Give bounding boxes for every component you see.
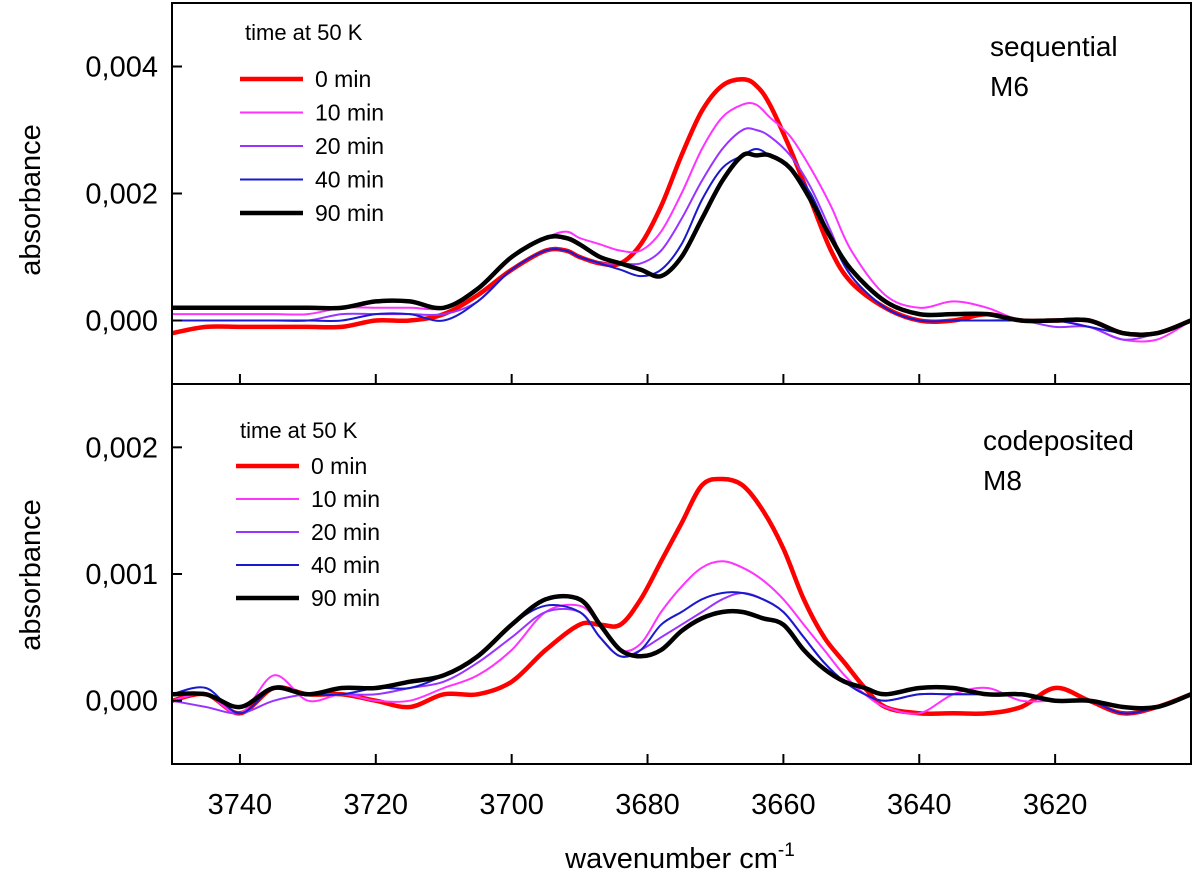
x-tick-label: 3620 xyxy=(1023,789,1088,821)
top-series-line-10-min xyxy=(172,102,1191,343)
bottom-panel: 0,000 0,001 0,002 3740 3720 3700 3680 3660 3640… xyxy=(15,418,1191,821)
bottom-y-tick-label: 0,001 xyxy=(85,559,158,591)
bottom-annotation-line1: codeposited xyxy=(983,425,1134,456)
top-legend-label: 10 min xyxy=(315,100,384,126)
top-y-tick-label: 0,000 xyxy=(85,306,158,338)
bottom-legend-label: 20 min xyxy=(311,519,380,545)
bottom-y-axis-label: absorbance xyxy=(15,499,47,651)
top-series-line-40-min xyxy=(172,148,1191,336)
top-x-ticks xyxy=(238,374,1057,384)
bottom-series-line-90-min xyxy=(172,593,1191,711)
top-y-ticks: 0,000 0,002 0,004 xyxy=(85,52,182,338)
x-axis-label-text: wavenumber cm xyxy=(564,843,778,875)
top-legend-label: 20 min xyxy=(315,133,384,159)
top-y-axis-label: absorbance xyxy=(15,124,47,276)
x-tick-label: 3660 xyxy=(751,789,816,821)
x-tick-label: 3740 xyxy=(208,789,273,821)
x-tick-label: 3640 xyxy=(887,789,952,821)
top-legend-label: 0 min xyxy=(315,66,371,92)
x-tick-label: 3720 xyxy=(344,789,409,821)
top-annotation-line1: sequential xyxy=(990,31,1118,62)
top-legend-label: 40 min xyxy=(315,167,384,193)
bottom-legend-label: 10 min xyxy=(311,486,380,512)
top-legend: 0 min 10 min 20 min 40 min 90 min xyxy=(240,66,384,226)
top-y-tick-label: 0,002 xyxy=(85,179,158,211)
top-annotation-line2: M6 xyxy=(990,71,1029,102)
bottom-legend-title: time at 50 K xyxy=(240,418,358,443)
top-series-lines xyxy=(172,76,1191,343)
x-tick-label: 3700 xyxy=(479,789,544,821)
bottom-legend: 0 min 10 min 20 min 40 min 90 min xyxy=(236,453,380,611)
top-panel: 0,000 0,002 0,004 time at 50 K 0 min 10 min… xyxy=(15,20,1191,384)
bottom-legend-label: 90 min xyxy=(311,585,380,611)
x-axis-label: wavenumber cm-1 xyxy=(564,840,795,875)
x-tick-label: 3680 xyxy=(615,789,680,821)
top-series-line-90-min xyxy=(172,151,1191,338)
bottom-y-tick-label: 0,002 xyxy=(85,432,158,464)
bottom-y-tick-label: 0,000 xyxy=(85,686,158,718)
x-axis-label-superscript: -1 xyxy=(778,840,795,861)
bottom-y-ticks: 0,000 0,001 0,002 xyxy=(85,432,182,718)
bottom-series-lines xyxy=(172,476,1191,717)
top-y-tick-label: 0,004 xyxy=(85,52,158,84)
bottom-x-ticks: 3740 3720 3700 3680 3660 3640 3620 xyxy=(208,754,1088,821)
bottom-series-line-10-min xyxy=(172,560,1191,715)
bottom-legend-label: 0 min xyxy=(311,453,367,479)
bottom-legend-label: 40 min xyxy=(311,552,380,578)
bottom-annotation-line2: M8 xyxy=(983,465,1022,496)
top-legend-label: 90 min xyxy=(315,200,384,226)
top-legend-title: time at 50 K xyxy=(245,20,363,45)
